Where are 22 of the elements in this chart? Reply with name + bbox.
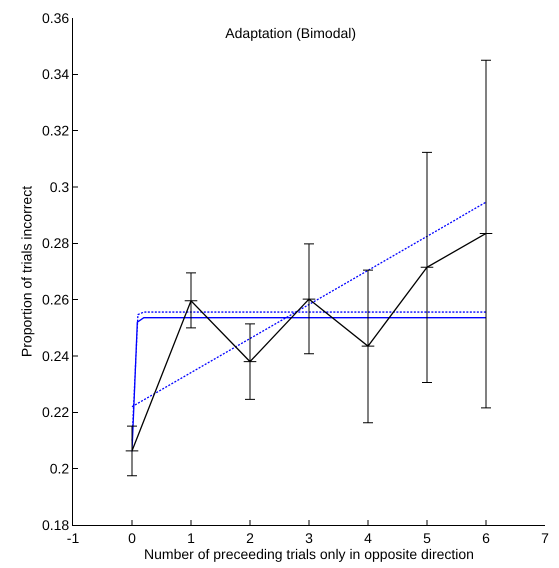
x-tick-label: 0 — [128, 530, 136, 546]
y-axis-title: Proportion of trials incorrect — [18, 186, 35, 358]
x-tick-label: 4 — [364, 530, 372, 546]
y-tick-label: 0.24 — [42, 348, 70, 364]
x-tick-label: 3 — [305, 530, 314, 546]
y-tick-label: 0.28 — [42, 235, 70, 252]
x-tick-label: 6 — [482, 530, 490, 546]
x-tick-label: 1 — [187, 530, 196, 546]
y-tick-label: 0.3 — [50, 178, 70, 195]
x-tick-label: 5 — [423, 530, 432, 546]
y-tick-label: 0.18 — [42, 516, 70, 533]
y-tick-label: 0.22 — [42, 404, 70, 420]
y-tick-label: 0.36 — [42, 10, 70, 26]
x-axis-title: Number of preceeding trials only in opposite direction — [144, 546, 474, 562]
x-tick-label: 7 — [541, 530, 550, 546]
x-tick-label: -1 — [66, 530, 80, 546]
x-tick-label: 2 — [246, 530, 254, 546]
text: Adaptation (Bimodal) — [225, 25, 356, 42]
y-tick-label: 0.26 — [42, 292, 70, 308]
y-tick-label: 0.32 — [42, 122, 70, 139]
y-tick-label: 0.2 — [50, 460, 70, 477]
y-tick-label: 0.34 — [42, 66, 70, 82]
